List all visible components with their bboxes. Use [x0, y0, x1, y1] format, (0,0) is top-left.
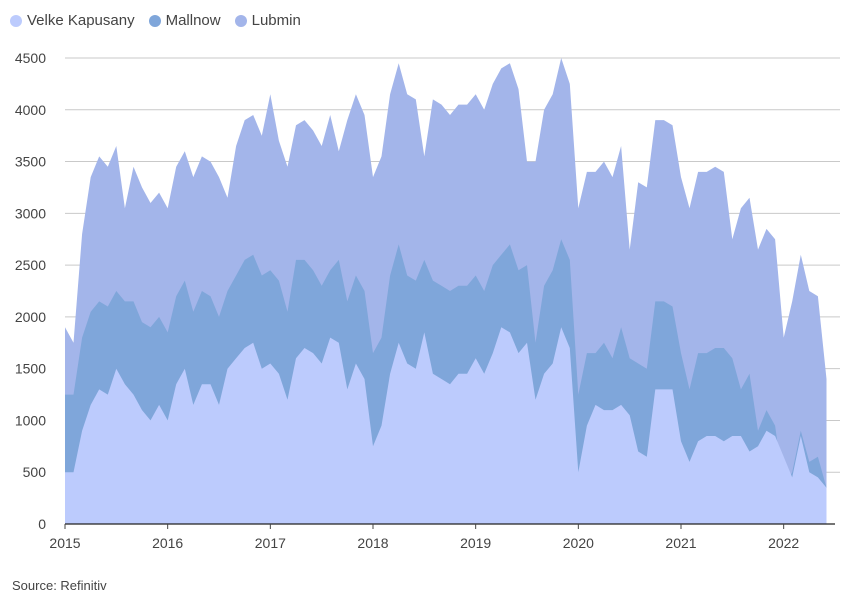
x-tick-label-2022: 2022 — [768, 535, 799, 551]
y-tick-label-3500: 3500 — [15, 154, 46, 170]
legend-label-mallnow: Mallnow — [165, 12, 221, 29]
legend-item-velke-kapusany[interactable]: Velke Kapusany — [10, 12, 135, 29]
legend-swatch-lubmin — [234, 14, 247, 27]
y-tick-label-4000: 4000 — [15, 102, 46, 118]
source-note: Source: Refinitiv — [12, 578, 107, 593]
x-tick-label-2016: 2016 — [152, 535, 183, 551]
x-tick-label-2017: 2017 — [255, 535, 286, 551]
y-tick-label-500: 500 — [23, 464, 47, 480]
legend-item-mallnow[interactable]: Mallnow — [148, 12, 221, 29]
x-tick-label-2020: 2020 — [563, 535, 594, 551]
legend-item-lubmin[interactable]: Lubmin — [234, 12, 301, 29]
y-tick-label-1500: 1500 — [15, 361, 46, 377]
y-tick-label-2500: 2500 — [15, 257, 46, 273]
x-tick-label-2015: 2015 — [49, 535, 80, 551]
y-tick-label-4500: 4500 — [15, 50, 46, 66]
x-tick-label-2018: 2018 — [357, 535, 388, 551]
y-tick-label-2000: 2000 — [15, 309, 46, 325]
x-tick-label-2019: 2019 — [460, 535, 491, 551]
chart-legend: Velke Kapusany Mallnow Lubmin — [10, 12, 301, 29]
area-series-velke-kapusany — [65, 327, 827, 524]
legend-label-lubmin: Lubmin — [251, 12, 301, 29]
y-tick-label-3000: 3000 — [15, 205, 46, 221]
legend-label-velke-kapusany: Velke Kapusany — [27, 12, 135, 29]
y-tick-label-0: 0 — [38, 516, 46, 532]
legend-swatch-mallnow — [148, 14, 161, 27]
x-tick-label-2021: 2021 — [665, 535, 696, 551]
y-tick-label-1000: 1000 — [15, 412, 46, 428]
legend-swatch-velke-kapusany — [10, 14, 22, 27]
